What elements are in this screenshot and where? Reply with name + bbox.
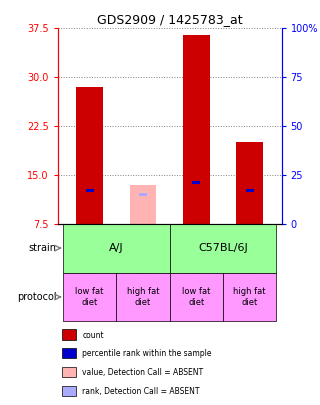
FancyBboxPatch shape	[116, 273, 170, 322]
Text: protocol: protocol	[17, 292, 57, 302]
Text: strain: strain	[28, 243, 57, 253]
Bar	[62, 329, 76, 339]
Bar	[139, 193, 147, 196]
Bar	[130, 185, 156, 224]
FancyBboxPatch shape	[223, 273, 276, 322]
FancyBboxPatch shape	[63, 273, 116, 322]
Text: count: count	[82, 330, 104, 339]
Text: percentile rank within the sample: percentile rank within the sample	[82, 350, 212, 358]
Bar	[236, 142, 263, 224]
Bar	[192, 181, 200, 184]
Text: high fat
diet: high fat diet	[127, 287, 159, 307]
FancyBboxPatch shape	[170, 273, 223, 322]
Text: low fat
diet: low fat diet	[76, 287, 104, 307]
Bar	[183, 35, 210, 224]
FancyBboxPatch shape	[63, 224, 170, 273]
Bar	[86, 189, 93, 192]
Text: A/J: A/J	[109, 243, 124, 253]
Bar	[62, 348, 76, 358]
Text: value, Detection Call = ABSENT: value, Detection Call = ABSENT	[82, 368, 204, 377]
Title: GDS2909 / 1425783_at: GDS2909 / 1425783_at	[97, 13, 243, 26]
Bar	[62, 386, 76, 396]
Text: rank, Detection Call = ABSENT: rank, Detection Call = ABSENT	[82, 387, 200, 396]
Text: C57BL/6J: C57BL/6J	[198, 243, 248, 253]
Text: low fat
diet: low fat diet	[182, 287, 211, 307]
Text: high fat
diet: high fat diet	[233, 287, 266, 307]
FancyBboxPatch shape	[170, 224, 276, 273]
Bar	[62, 367, 76, 377]
Bar	[245, 189, 253, 192]
Bar	[76, 87, 103, 224]
